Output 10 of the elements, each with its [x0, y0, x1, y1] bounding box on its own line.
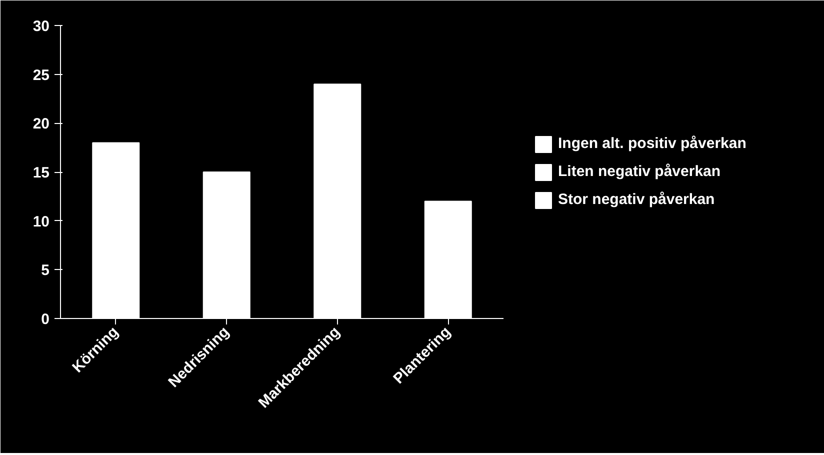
y-tick-label: 25 — [32, 66, 50, 84]
legend-label: Ingen alt. positiv påverkan — [558, 135, 746, 152]
y-tick-label: 20 — [32, 116, 50, 133]
y-tick-label: 15 — [32, 164, 50, 182]
legend-label: Stor negativ påverkan — [558, 191, 715, 208]
y-tick-label: 10 — [32, 213, 50, 230]
legend-label: Liten negativ påverkan — [558, 163, 721, 180]
y-tick-label: 0 — [41, 311, 50, 328]
y-tick-label: 30 — [32, 18, 50, 35]
y-tick-label: 5 — [41, 262, 50, 280]
